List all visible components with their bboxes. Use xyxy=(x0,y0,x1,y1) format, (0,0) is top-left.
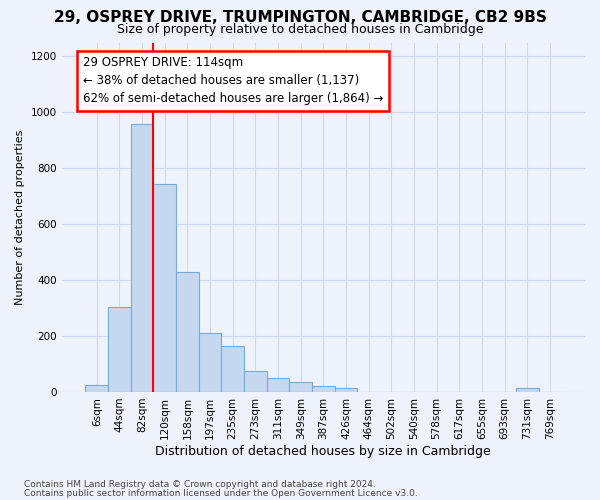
Bar xyxy=(221,346,244,392)
Y-axis label: Number of detached properties: Number of detached properties xyxy=(15,130,25,305)
Text: Contains HM Land Registry data © Crown copyright and database right 2024.: Contains HM Land Registry data © Crown c… xyxy=(24,480,376,489)
Bar xyxy=(266,378,289,392)
Bar xyxy=(289,382,312,392)
Bar xyxy=(85,385,108,392)
Text: Contains public sector information licensed under the Open Government Licence v3: Contains public sector information licen… xyxy=(24,488,418,498)
Text: Size of property relative to detached houses in Cambridge: Size of property relative to detached ho… xyxy=(117,22,483,36)
X-axis label: Distribution of detached houses by size in Cambridge: Distribution of detached houses by size … xyxy=(155,444,491,458)
Bar xyxy=(154,184,176,392)
Bar xyxy=(516,388,539,392)
Text: 29 OSPREY DRIVE: 114sqm
← 38% of detached houses are smaller (1,137)
62% of semi: 29 OSPREY DRIVE: 114sqm ← 38% of detache… xyxy=(83,56,383,106)
Bar xyxy=(244,371,266,392)
Bar xyxy=(131,124,154,392)
Bar xyxy=(199,333,221,392)
Bar xyxy=(335,388,358,392)
Bar xyxy=(176,272,199,392)
Text: 29, OSPREY DRIVE, TRUMPINGTON, CAMBRIDGE, CB2 9BS: 29, OSPREY DRIVE, TRUMPINGTON, CAMBRIDGE… xyxy=(53,10,547,25)
Bar xyxy=(312,386,335,392)
Bar xyxy=(108,306,131,392)
